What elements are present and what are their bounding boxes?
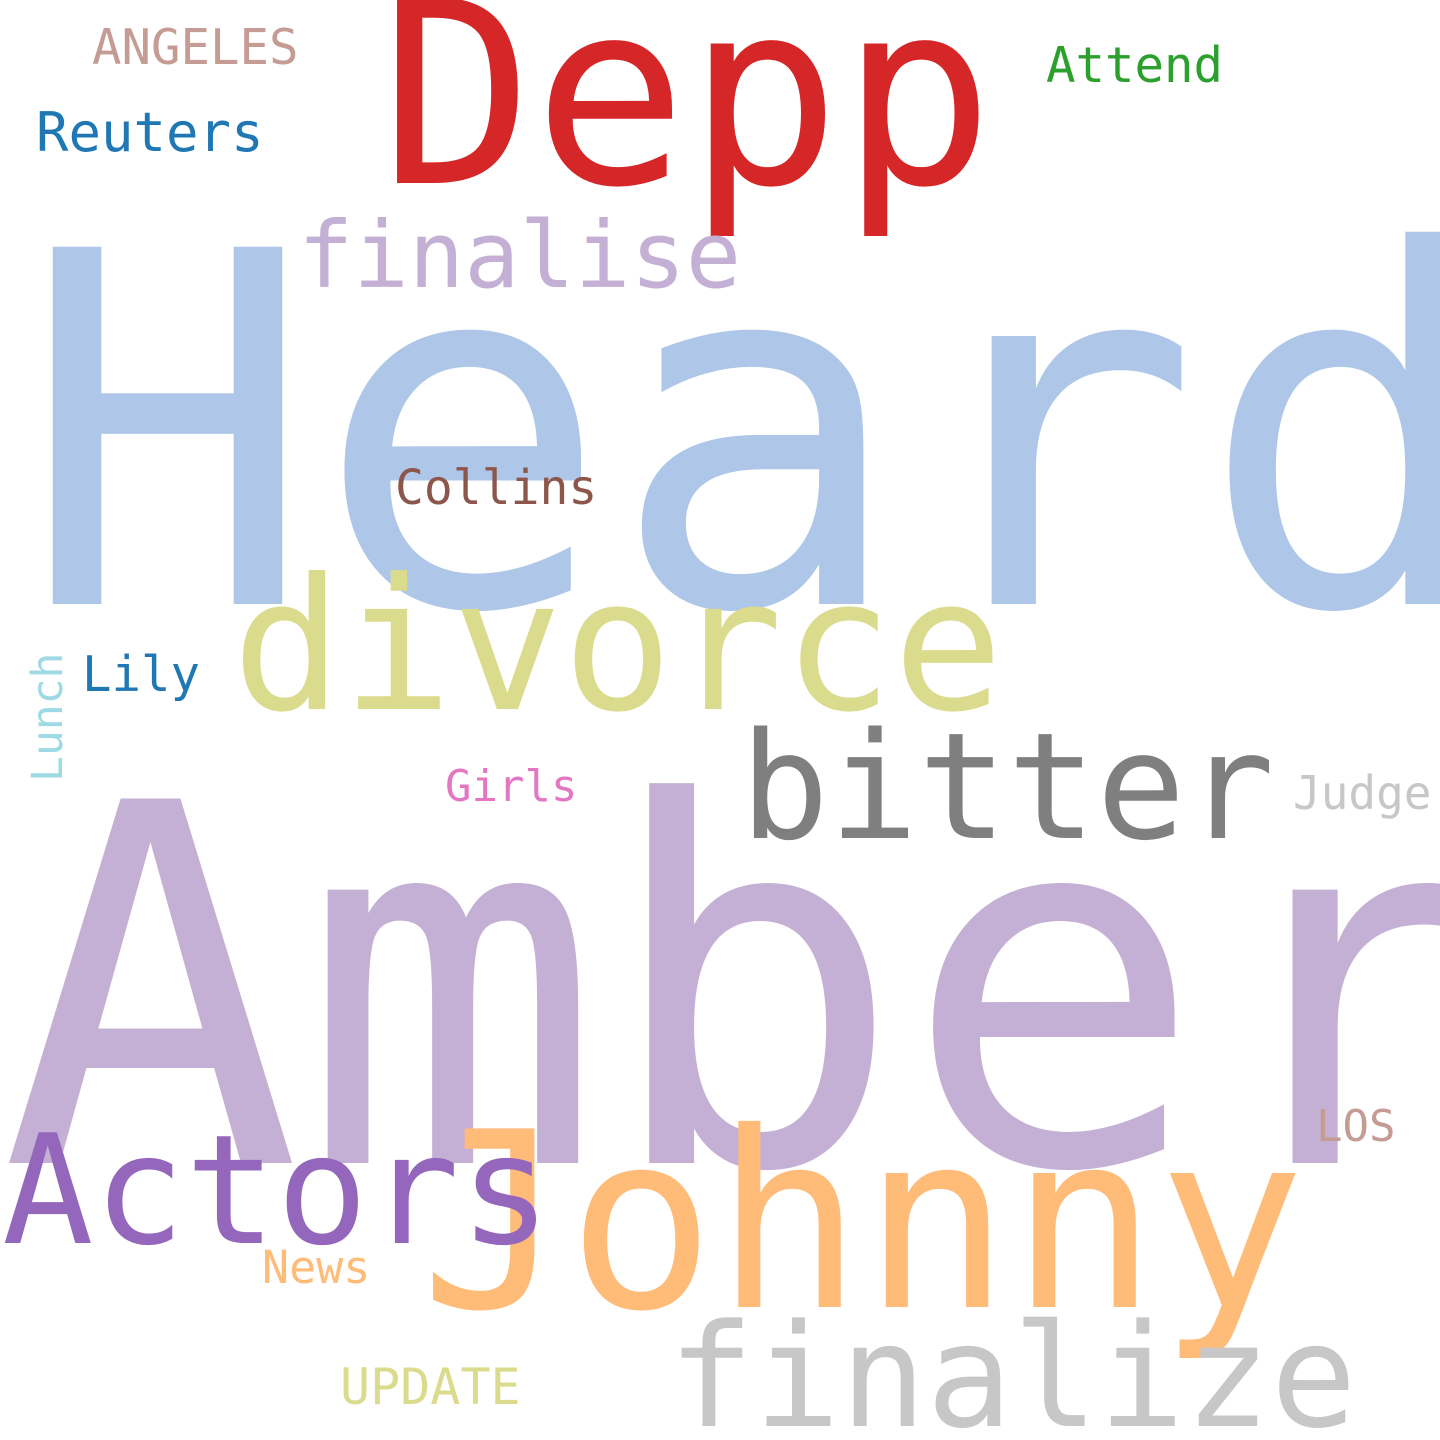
word-lunch: Lunch (23, 652, 73, 782)
word-lily: Lily (82, 646, 201, 703)
word-finalise: finalise (298, 202, 742, 309)
word-attend: Attend (1046, 37, 1224, 94)
word-depp: Depp (380, 0, 995, 244)
word-collins: Collins (395, 460, 598, 516)
word-los: LOS (1316, 1101, 1396, 1152)
word-johnny: Johnny (420, 1080, 1306, 1365)
word-actors: Actors (2, 1102, 552, 1279)
word-news: News (262, 1241, 371, 1294)
word-bitter: bitter (740, 701, 1275, 873)
word-reuters: Reuters (36, 101, 264, 164)
word-amber: Amber (0, 699, 1440, 1281)
word-heard: Heard (20, 149, 1440, 720)
word-finalize: finalize (668, 1293, 1357, 1440)
word-girls: Girls (445, 761, 578, 812)
word-judge: Judge (1293, 766, 1432, 820)
word-divorce: divorce (232, 540, 1004, 753)
word-update: UPDATE (340, 1358, 521, 1416)
word-angeles: ANGELES (92, 19, 299, 76)
